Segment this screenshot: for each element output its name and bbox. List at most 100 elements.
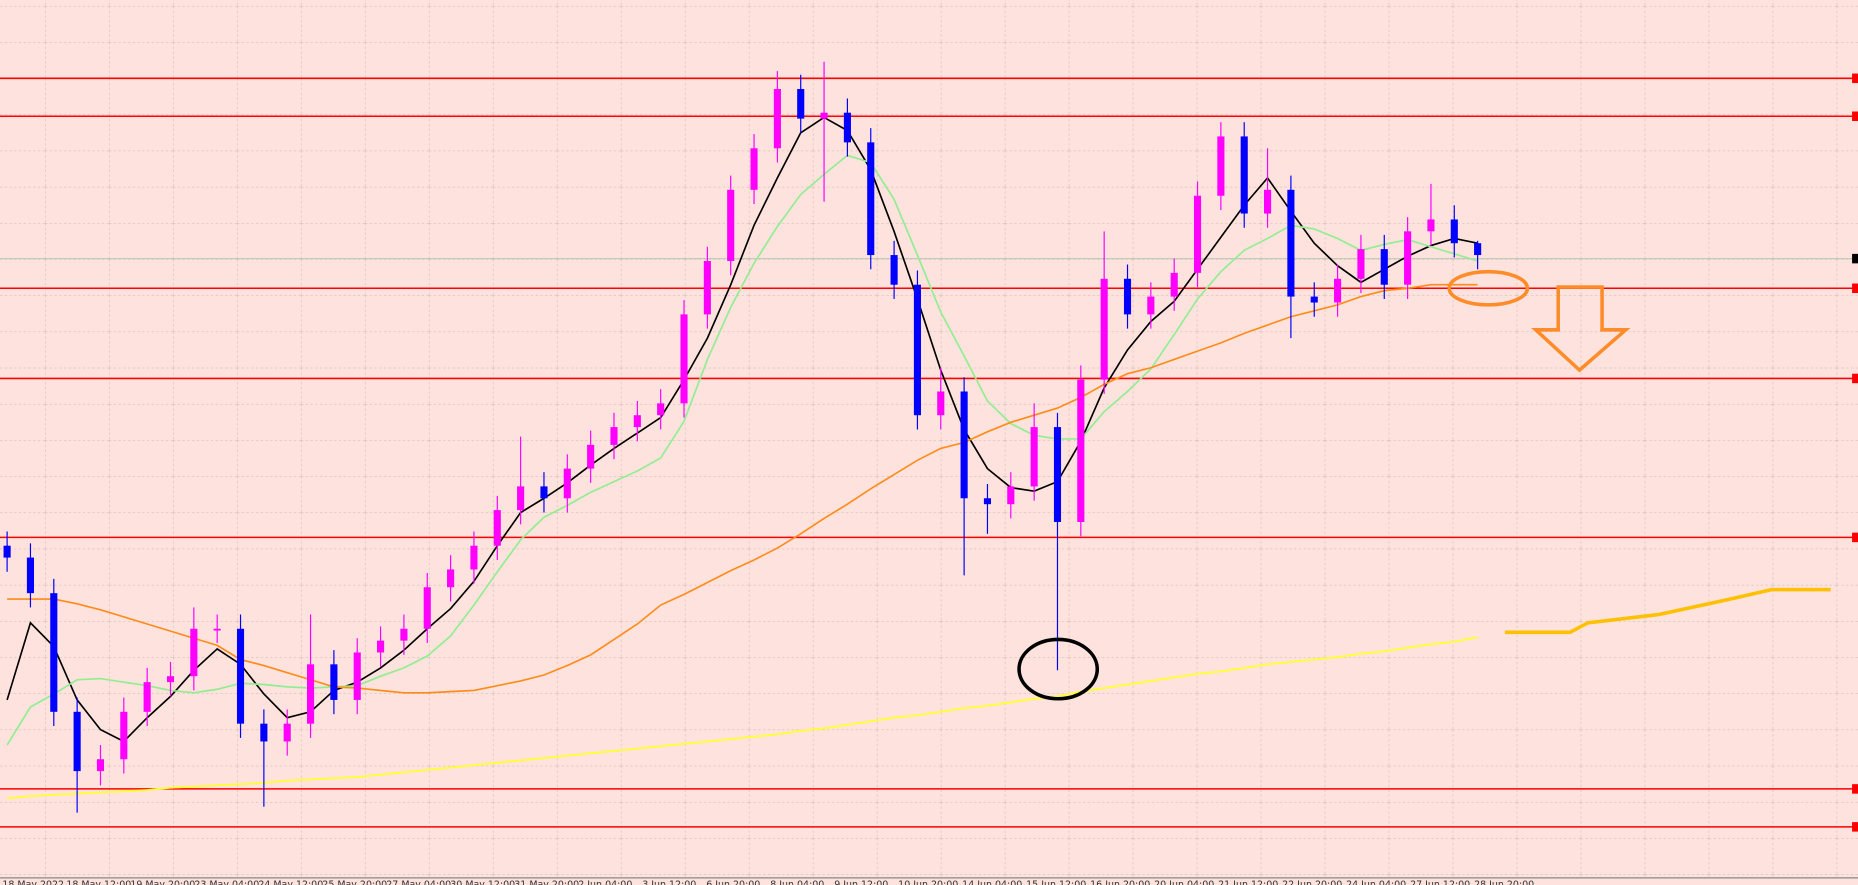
candle-body xyxy=(1264,189,1272,214)
level-marker xyxy=(1852,532,1858,543)
candle-body xyxy=(633,415,641,428)
candle-body xyxy=(797,88,805,119)
time-label: 18 May 12:00 xyxy=(66,879,131,885)
level-marker xyxy=(1852,111,1858,122)
candle-body xyxy=(50,593,58,712)
moving-average xyxy=(6,154,1478,746)
candle-body xyxy=(913,284,921,416)
candle-body xyxy=(563,468,571,499)
candle-body xyxy=(703,260,711,315)
time-label: 21 Jun 12:00 xyxy=(1218,879,1278,885)
time-label: 30 May 12:00 xyxy=(450,879,515,885)
candle-body xyxy=(236,628,245,724)
candle-body xyxy=(540,486,548,499)
time-label: 8 Jun 04:00 xyxy=(770,879,824,885)
candle-body xyxy=(143,682,151,712)
time-label: 2 Jun 04:00 xyxy=(578,879,632,885)
candle-body xyxy=(843,112,851,143)
candle-body xyxy=(120,711,128,760)
candle-body xyxy=(680,314,688,404)
candle-body xyxy=(1100,278,1108,380)
candle-body xyxy=(1193,195,1202,273)
candle-body xyxy=(1450,219,1458,244)
time-label: 9 Jun 12:00 xyxy=(834,879,888,885)
level-marker xyxy=(1852,73,1858,84)
candle-body xyxy=(750,148,758,190)
time-label: 14 Jun 04:00 xyxy=(962,879,1022,885)
time-label: 27 May 04:00 xyxy=(386,879,451,885)
time-label: 23 May 04:00 xyxy=(194,879,259,885)
candle-body xyxy=(587,444,595,469)
candle-body xyxy=(330,664,338,700)
candle-body xyxy=(213,628,221,631)
plot xyxy=(0,61,1858,832)
candle-body xyxy=(400,628,408,641)
level-marker xyxy=(1852,373,1858,384)
candle-body xyxy=(727,189,735,261)
candle-body xyxy=(1147,296,1155,315)
moving-average xyxy=(7,636,1478,800)
level-marker xyxy=(1852,822,1858,832)
candle-body xyxy=(1474,243,1482,256)
candle-body xyxy=(1334,278,1342,303)
candle-body xyxy=(1053,427,1062,522)
candle-body xyxy=(1007,486,1015,505)
time-label: 25 May 20:00 xyxy=(322,879,387,885)
level-marker xyxy=(1852,784,1858,794)
candle-body xyxy=(493,510,501,546)
candle-body xyxy=(1287,189,1295,297)
time-label: 22 Jun 20:00 xyxy=(1282,879,1342,885)
candle-body xyxy=(1240,136,1248,214)
candle-body xyxy=(1077,379,1085,522)
candle-body xyxy=(1404,231,1412,285)
candle-body xyxy=(890,255,898,285)
candle-body xyxy=(867,142,875,256)
candle-body xyxy=(517,486,525,511)
annotation-projection xyxy=(1504,587,1831,635)
time-label: 20 Jun 04:00 xyxy=(1154,879,1214,885)
candle-body xyxy=(1030,427,1038,487)
candle-body xyxy=(657,403,665,416)
time-label: 18 May 2022 xyxy=(2,879,64,885)
candle-body xyxy=(377,640,385,653)
time-label: 16 Jun 20:00 xyxy=(1090,879,1150,885)
candle-body xyxy=(1123,278,1132,315)
candle-body xyxy=(260,723,268,742)
candle-body xyxy=(820,112,828,119)
time-label: 27 Jun 12:00 xyxy=(1410,879,1470,885)
time-label: 24 May 12:00 xyxy=(258,879,323,885)
candle-body xyxy=(1380,249,1388,285)
candle-body xyxy=(423,587,431,629)
candle-body xyxy=(1170,272,1178,297)
candle-body xyxy=(983,498,992,505)
candle-body xyxy=(610,427,618,445)
candle-body xyxy=(470,545,478,570)
candle-body xyxy=(447,569,455,588)
moving-average xyxy=(6,116,1478,743)
candle-body xyxy=(1217,136,1225,196)
annotation-arrow xyxy=(1531,285,1631,373)
moving-average xyxy=(7,283,1478,694)
time-label: 19 May 20:00 xyxy=(130,879,195,885)
bid-marker xyxy=(1852,253,1858,264)
time-label: 6 Jun 20:00 xyxy=(706,879,760,885)
candle-body xyxy=(190,628,198,677)
candle-body xyxy=(960,391,968,499)
candle-body xyxy=(73,711,81,772)
time-label: 10 Jun 20:00 xyxy=(898,879,958,885)
annotation-ellipse xyxy=(1447,269,1530,307)
time-label: 28 Jun 20:00 xyxy=(1474,879,1534,885)
candle-body xyxy=(353,652,361,700)
time-label: 31 May 20:00 xyxy=(514,879,579,885)
candle-body xyxy=(1357,249,1365,279)
annotation-circle xyxy=(1017,637,1100,701)
candle-body xyxy=(166,676,175,683)
time-label: 15 Jun 12:00 xyxy=(1026,879,1086,885)
time-label: 3 Jun 12:00 xyxy=(642,879,696,885)
candle-body xyxy=(306,664,315,724)
time-label: 24 Jun 04:00 xyxy=(1346,879,1406,885)
candle-body xyxy=(96,759,105,772)
